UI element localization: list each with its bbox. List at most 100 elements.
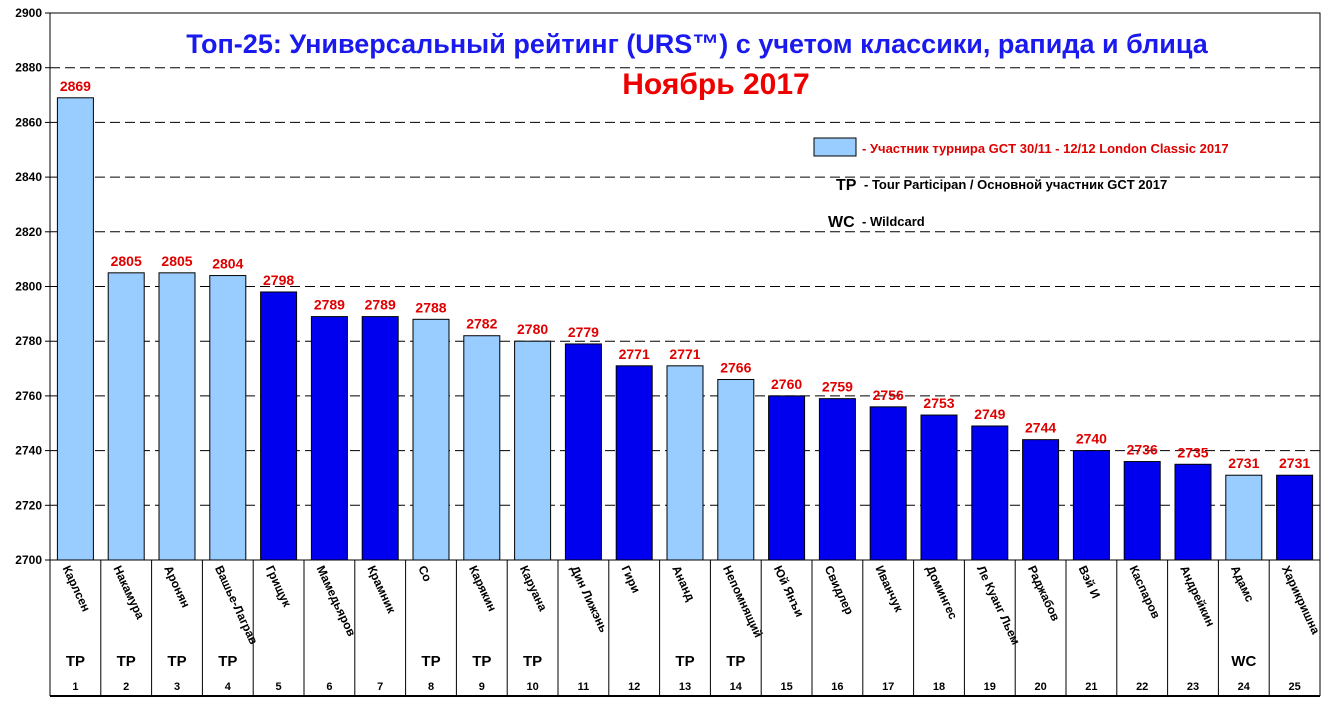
legend-participant-text: - Участник турнира GCT 30/11 - 12/12 Lon… — [862, 141, 1229, 156]
name-label-15: Юй Янъи — [771, 563, 807, 619]
name-label-20: Раджабов — [1025, 563, 1063, 623]
chart-title: Топ-25: Универсальный рейтинг (URS™) с у… — [186, 29, 1209, 59]
y-tick-label: 2740 — [15, 444, 42, 458]
rank-label-5: 5 — [276, 681, 282, 693]
value-label-24: 2731 — [1228, 455, 1259, 471]
y-tick-label: 2820 — [15, 225, 42, 239]
bar-10 — [514, 340, 552, 561]
rank-label-25: 25 — [1288, 681, 1300, 693]
legend-wc-key: WC — [828, 214, 855, 231]
bar-4 — [209, 275, 247, 561]
value-label-20: 2744 — [1025, 420, 1056, 436]
bar-6 — [310, 316, 348, 561]
value-label-2: 2805 — [111, 253, 142, 269]
bar-8 — [412, 318, 450, 561]
rank-label-3: 3 — [174, 681, 180, 693]
rank-label-1: 1 — [72, 681, 78, 693]
name-label-23: Андрейкин — [1177, 563, 1217, 628]
name-label-7: Крамник — [364, 563, 399, 616]
tag-label-4: TP — [218, 653, 237, 670]
rank-label-14: 14 — [730, 681, 743, 693]
bar-17 — [869, 406, 907, 561]
rank-label-13: 13 — [679, 681, 691, 693]
name-label-18: Домингес — [923, 563, 960, 621]
rank-label-8: 8 — [428, 681, 434, 693]
value-label-10: 2780 — [517, 321, 548, 337]
value-label-5: 2798 — [263, 272, 294, 288]
rank-label-21: 21 — [1085, 681, 1097, 693]
bar-23 — [1174, 463, 1212, 561]
name-label-17: Иванчук — [872, 563, 906, 615]
name-label-6: Мамедьяров — [314, 563, 359, 638]
bars — [56, 97, 1314, 561]
rank-label-12: 12 — [628, 681, 640, 693]
name-label-1: Карлсен — [60, 563, 94, 614]
name-label-3: Аронян — [161, 563, 193, 610]
y-tick-label: 2880 — [15, 61, 42, 75]
name-label-21: Вэй И — [1076, 563, 1103, 600]
bar-11 — [564, 343, 602, 561]
value-label-21: 2740 — [1076, 431, 1107, 447]
value-label-25: 2731 — [1279, 455, 1310, 471]
bar-15 — [768, 395, 806, 561]
y-tick-label: 2800 — [15, 280, 42, 294]
value-label-19: 2749 — [974, 406, 1005, 422]
rank-label-17: 17 — [882, 681, 894, 693]
name-label-12: Гири — [618, 563, 643, 595]
rank-label-23: 23 — [1187, 681, 1199, 693]
rank-label-10: 10 — [526, 681, 538, 693]
value-label-16: 2759 — [822, 379, 853, 395]
rank-label-11: 11 — [578, 681, 590, 693]
value-label-23: 2735 — [1177, 444, 1208, 460]
rank-label-24: 24 — [1238, 681, 1251, 693]
y-tick-label: 2780 — [15, 334, 42, 348]
bar-1 — [56, 97, 94, 561]
name-label-25: Харикришна — [1279, 563, 1323, 636]
tag-label-2: TP — [117, 653, 136, 670]
value-label-13: 2771 — [669, 346, 700, 362]
value-label-11: 2779 — [568, 324, 599, 340]
rank-label-4: 4 — [225, 681, 232, 693]
value-label-4: 2804 — [212, 256, 243, 272]
name-label-5: Грищук — [263, 563, 295, 610]
value-label-6: 2789 — [314, 297, 345, 313]
tag-label-1: TP — [66, 653, 85, 670]
name-label-16: Свидлер — [822, 563, 857, 617]
bar-18 — [920, 414, 958, 561]
rank-label-22: 22 — [1136, 681, 1148, 693]
legend-participant-swatch — [813, 137, 857, 157]
rank-label-6: 6 — [326, 681, 332, 693]
value-label-3: 2805 — [161, 253, 192, 269]
value-label-7: 2789 — [365, 297, 396, 313]
tag-label-9: TP — [472, 653, 491, 670]
bar-2 — [107, 272, 145, 561]
bar-9 — [463, 335, 501, 561]
name-label-22: Каспаров — [1126, 563, 1163, 620]
y-tick-label: 2900 — [15, 6, 42, 20]
legend-tp-key: TP — [836, 177, 857, 194]
name-label-2: Накамура — [110, 563, 147, 621]
name-label-8: Со — [415, 563, 434, 583]
bar-25 — [1276, 474, 1314, 561]
chart-subtitle: Ноябрь 2017 — [622, 68, 809, 101]
name-label-10: Каруана — [517, 563, 550, 613]
legend-wc-text: - Wildcard — [862, 214, 925, 229]
value-label-1: 2869 — [60, 78, 91, 94]
bar-16 — [818, 398, 856, 561]
value-label-15: 2760 — [771, 376, 802, 392]
bar-3 — [158, 272, 196, 561]
tag-label-14: TP — [726, 653, 745, 670]
axes — [45, 12, 1321, 697]
tag-label-3: TP — [167, 653, 186, 670]
bar-14 — [717, 378, 755, 561]
rank-label-2: 2 — [123, 681, 129, 693]
name-label-24: Адамс — [1228, 563, 1257, 604]
y-tick-label: 2760 — [15, 389, 42, 403]
rank-label-20: 20 — [1034, 681, 1046, 693]
plot-frame — [49, 12, 1321, 561]
legend-tp-text: - Tour Participan / Основной участник GC… — [864, 177, 1167, 192]
bar-12 — [615, 365, 653, 561]
rank-label-18: 18 — [933, 681, 945, 693]
rank-label-7: 7 — [377, 681, 383, 693]
